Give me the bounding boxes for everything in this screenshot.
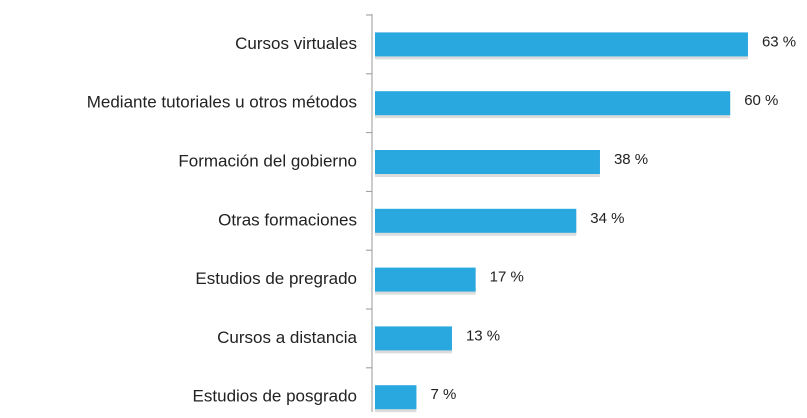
bar	[375, 385, 417, 410]
bar	[375, 91, 731, 116]
bar	[375, 208, 577, 233]
bar	[375, 326, 452, 351]
category-label: Otras formaciones	[218, 210, 357, 229]
bar	[375, 32, 748, 57]
value-label: 38 %	[614, 151, 648, 168]
category-label: Formación del gobierno	[178, 151, 357, 170]
bar	[375, 150, 600, 174]
category-label: Cursos a distancia	[217, 328, 357, 347]
category-label: Estudios de posgrado	[193, 387, 357, 406]
category-label: Cursos virtuales	[235, 34, 357, 53]
value-label: 34 %	[590, 210, 624, 227]
value-label: 7 %	[430, 386, 456, 403]
bar	[375, 267, 476, 292]
value-label: 63 %	[762, 33, 796, 50]
value-label: 13 %	[466, 327, 500, 344]
value-label: 17 %	[490, 269, 524, 286]
category-label: Mediante tutoriales u otros métodos	[87, 93, 357, 112]
category-label: Estudios de pregrado	[195, 269, 357, 288]
value-label: 60 %	[744, 92, 778, 109]
